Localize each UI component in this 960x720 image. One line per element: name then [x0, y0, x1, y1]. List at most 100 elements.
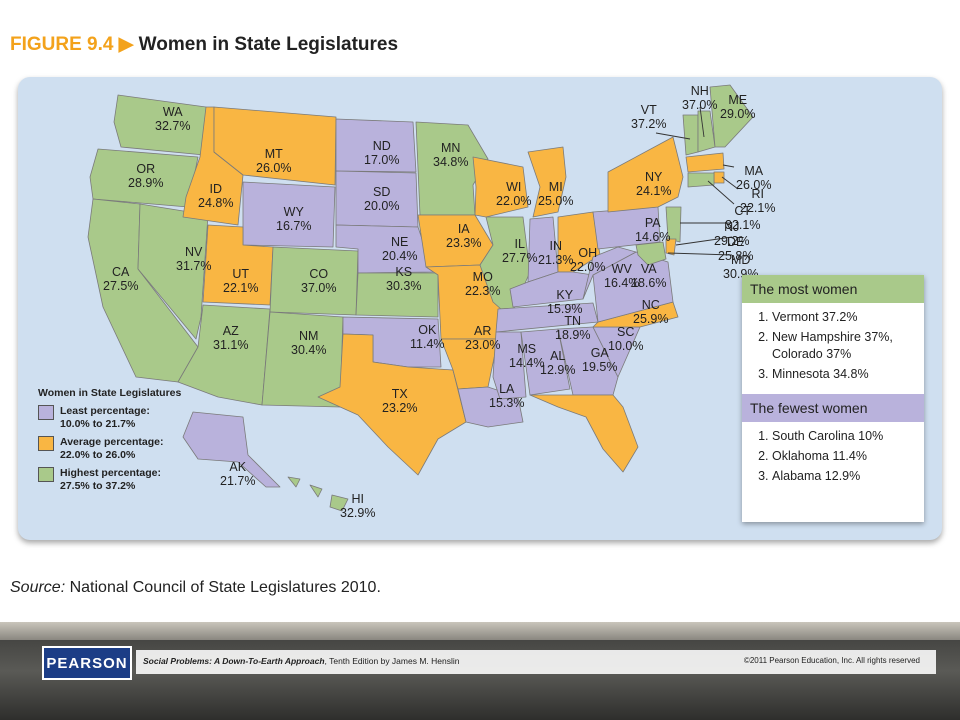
state-percentage: 18.6% — [631, 276, 667, 290]
copyright-text: ©2011 Pearson Education, Inc. All rights… — [743, 656, 920, 665]
state-label-me: ME 29.0% — [720, 93, 755, 121]
state-shape-mi — [527, 146, 567, 218]
source-note: Source: National Council of State Legisl… — [10, 579, 381, 597]
state-shape-ks — [355, 272, 439, 318]
state-abbr: IN — [549, 239, 562, 253]
state-abbr: VA — [640, 262, 657, 276]
state-label-ga: GA 19.5% — [582, 346, 617, 374]
state-label-ia: IA 23.3% — [446, 222, 481, 250]
state-abbr: AK — [229, 460, 247, 474]
state-percentage: 30.4% — [291, 343, 327, 357]
state-shape-ak — [182, 411, 281, 488]
state-label-la: LA 15.3% — [489, 382, 524, 410]
state-abbr: NH — [690, 84, 709, 98]
legend-label: Least percentage: — [60, 405, 150, 417]
state-abbr: OH — [578, 246, 598, 260]
state-label-mi: MI 25.0% — [538, 180, 573, 208]
state-percentage: 32.1% — [725, 218, 761, 232]
state-label-ma: MA 26.0% — [736, 164, 771, 192]
state-percentage: 25.0% — [538, 194, 574, 208]
state-percentage: 23.0% — [465, 338, 501, 352]
state-percentage: 37.2% — [631, 117, 667, 131]
state-abbr: MD — [731, 253, 751, 267]
state-abbr: CT — [734, 204, 752, 218]
state-shape-ga — [557, 326, 619, 396]
state-abbr: WA — [162, 105, 183, 119]
fewest-women-item: Alabama 12.9% — [772, 468, 916, 485]
state-percentage: 24.8% — [198, 196, 234, 210]
state-percentage: 22.1% — [740, 201, 776, 215]
figure-title-text: Women in State Legislatures — [138, 34, 399, 55]
source-text: National Council of State Legislatures 2… — [69, 579, 381, 596]
state-shape-fl — [529, 394, 639, 473]
state-abbr: CA — [112, 265, 130, 279]
leader-line — [722, 164, 735, 168]
state-percentage: 25.8% — [718, 249, 754, 263]
state-shape-mt — [213, 106, 337, 186]
fewest-women-item: South Carolina 10% — [772, 428, 916, 445]
publisher-logo: PEARSON — [42, 646, 132, 680]
leader-line — [667, 252, 733, 256]
state-abbr: WI — [506, 180, 522, 194]
state-abbr: IL — [514, 237, 525, 251]
state-abbr: MT — [264, 147, 283, 161]
state-label-al: AL 12.9% — [540, 349, 575, 377]
state-label-vt: VT 37.2% — [631, 103, 666, 131]
state-label-sc: SC 10.0% — [608, 325, 643, 353]
state-percentage: 20.0% — [364, 199, 400, 213]
fewest-women-heading: The fewest women — [742, 394, 924, 422]
state-percentage: 29.2% — [714, 234, 750, 248]
state-abbr: OK — [418, 323, 437, 337]
state-percentage: 37.0% — [682, 98, 718, 112]
state-percentage: 17.0% — [364, 153, 400, 167]
state-shape-or — [89, 148, 199, 208]
most-women-item: Minnesota 34.8% — [772, 366, 916, 383]
state-percentage: 25.9% — [633, 312, 669, 326]
state-abbr: GA — [590, 346, 609, 360]
state-percentage: 37.0% — [301, 281, 337, 295]
state-abbr: OR — [136, 162, 156, 176]
state-percentage: 16.7% — [276, 219, 312, 233]
most-women-item: Vermont 37.2% — [772, 309, 916, 326]
state-label-co: CO 37.0% — [301, 267, 336, 295]
most-women-heading: The most women — [742, 275, 924, 303]
state-label-hi: HI 32.9% — [340, 492, 375, 520]
state-percentage: 32.9% — [340, 506, 376, 520]
book-credit: Social Problems: A Down-To-Earth Approac… — [143, 656, 459, 666]
state-percentage: 22.1% — [223, 281, 259, 295]
state-percentage: 21.3% — [538, 253, 574, 267]
state-shape-nj — [665, 206, 682, 243]
source-label: Source: — [10, 579, 66, 596]
legend-swatch-highest — [38, 467, 54, 482]
state-abbr: CO — [309, 267, 329, 281]
state-label-ks: KS 30.3% — [386, 265, 421, 293]
state-shape-de — [665, 238, 677, 256]
state-abbr: ID — [209, 182, 222, 196]
state-label-id: ID 24.8% — [198, 182, 233, 210]
state-label-wy: WY 16.7% — [276, 205, 311, 233]
state-label-tn: TN 18.9% — [555, 314, 590, 342]
legend-range: 10.0% to 21.7% — [60, 418, 136, 430]
state-abbr: NM — [299, 329, 319, 343]
state-abbr: UT — [232, 267, 250, 281]
figure-number: FIGURE 9.4 ▶ — [10, 34, 134, 55]
leader-line — [675, 236, 733, 246]
state-abbr: SC — [617, 325, 635, 339]
state-percentage: 32.7% — [155, 119, 191, 133]
state-percentage: 10.0% — [608, 339, 644, 353]
state-shape-ky — [509, 271, 594, 308]
state-abbr: RI — [751, 187, 764, 201]
state-percentage: 14.6% — [635, 230, 671, 244]
book-title: Social Problems: A Down-To-Earth Approac… — [143, 656, 325, 666]
state-abbr: ND — [372, 139, 391, 153]
state-shape-al — [520, 328, 571, 396]
state-percentage: 11.4% — [410, 337, 445, 351]
state-percentage: 26.0% — [256, 161, 292, 175]
state-percentage: 14.4% — [509, 356, 545, 370]
legend-range: 22.0% to 26.0% — [60, 449, 136, 461]
state-percentage: 22.0% — [570, 260, 606, 274]
state-abbr: MO — [472, 270, 493, 284]
book-edition: , Tenth Edition by James M. Henslin — [324, 656, 460, 666]
state-percentage: 20.4% — [382, 249, 418, 263]
state-label-ut: UT 22.1% — [223, 267, 258, 295]
